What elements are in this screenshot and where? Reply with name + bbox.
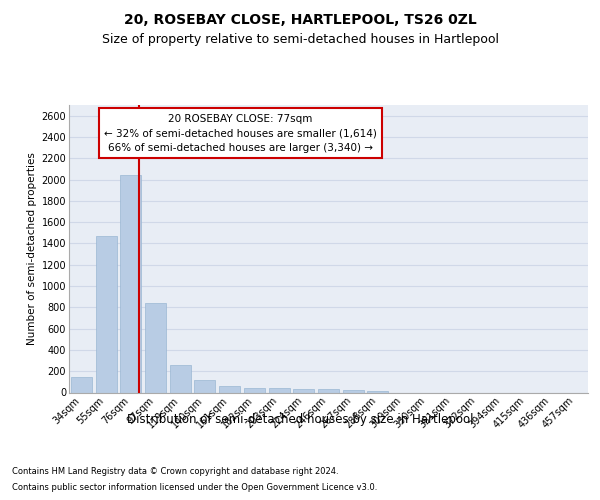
Bar	[269, 388, 290, 392]
Bar	[145, 303, 166, 392]
Bar	[219, 386, 240, 392]
Bar	[194, 380, 215, 392]
Bar	[293, 389, 314, 392]
Text: 20 ROSEBAY CLOSE: 77sqm
← 32% of semi-detached houses are smaller (1,614)
66% of: 20 ROSEBAY CLOSE: 77sqm ← 32% of semi-de…	[104, 114, 377, 153]
Text: Distribution of semi-detached houses by size in Hartlepool: Distribution of semi-detached houses by …	[127, 412, 473, 426]
Bar	[170, 366, 191, 392]
Bar	[95, 236, 116, 392]
Bar	[120, 176, 141, 392]
Bar	[318, 389, 339, 392]
Text: Contains HM Land Registry data © Crown copyright and database right 2024.: Contains HM Land Registry data © Crown c…	[12, 468, 338, 476]
Bar	[244, 388, 265, 392]
Bar	[71, 376, 92, 392]
Y-axis label: Number of semi-detached properties: Number of semi-detached properties	[28, 152, 37, 345]
Bar	[343, 390, 364, 392]
Text: 20, ROSEBAY CLOSE, HARTLEPOOL, TS26 0ZL: 20, ROSEBAY CLOSE, HARTLEPOOL, TS26 0ZL	[124, 12, 476, 26]
Text: Contains public sector information licensed under the Open Government Licence v3: Contains public sector information licen…	[12, 484, 377, 492]
Bar	[367, 391, 388, 392]
Text: Size of property relative to semi-detached houses in Hartlepool: Size of property relative to semi-detach…	[101, 32, 499, 46]
